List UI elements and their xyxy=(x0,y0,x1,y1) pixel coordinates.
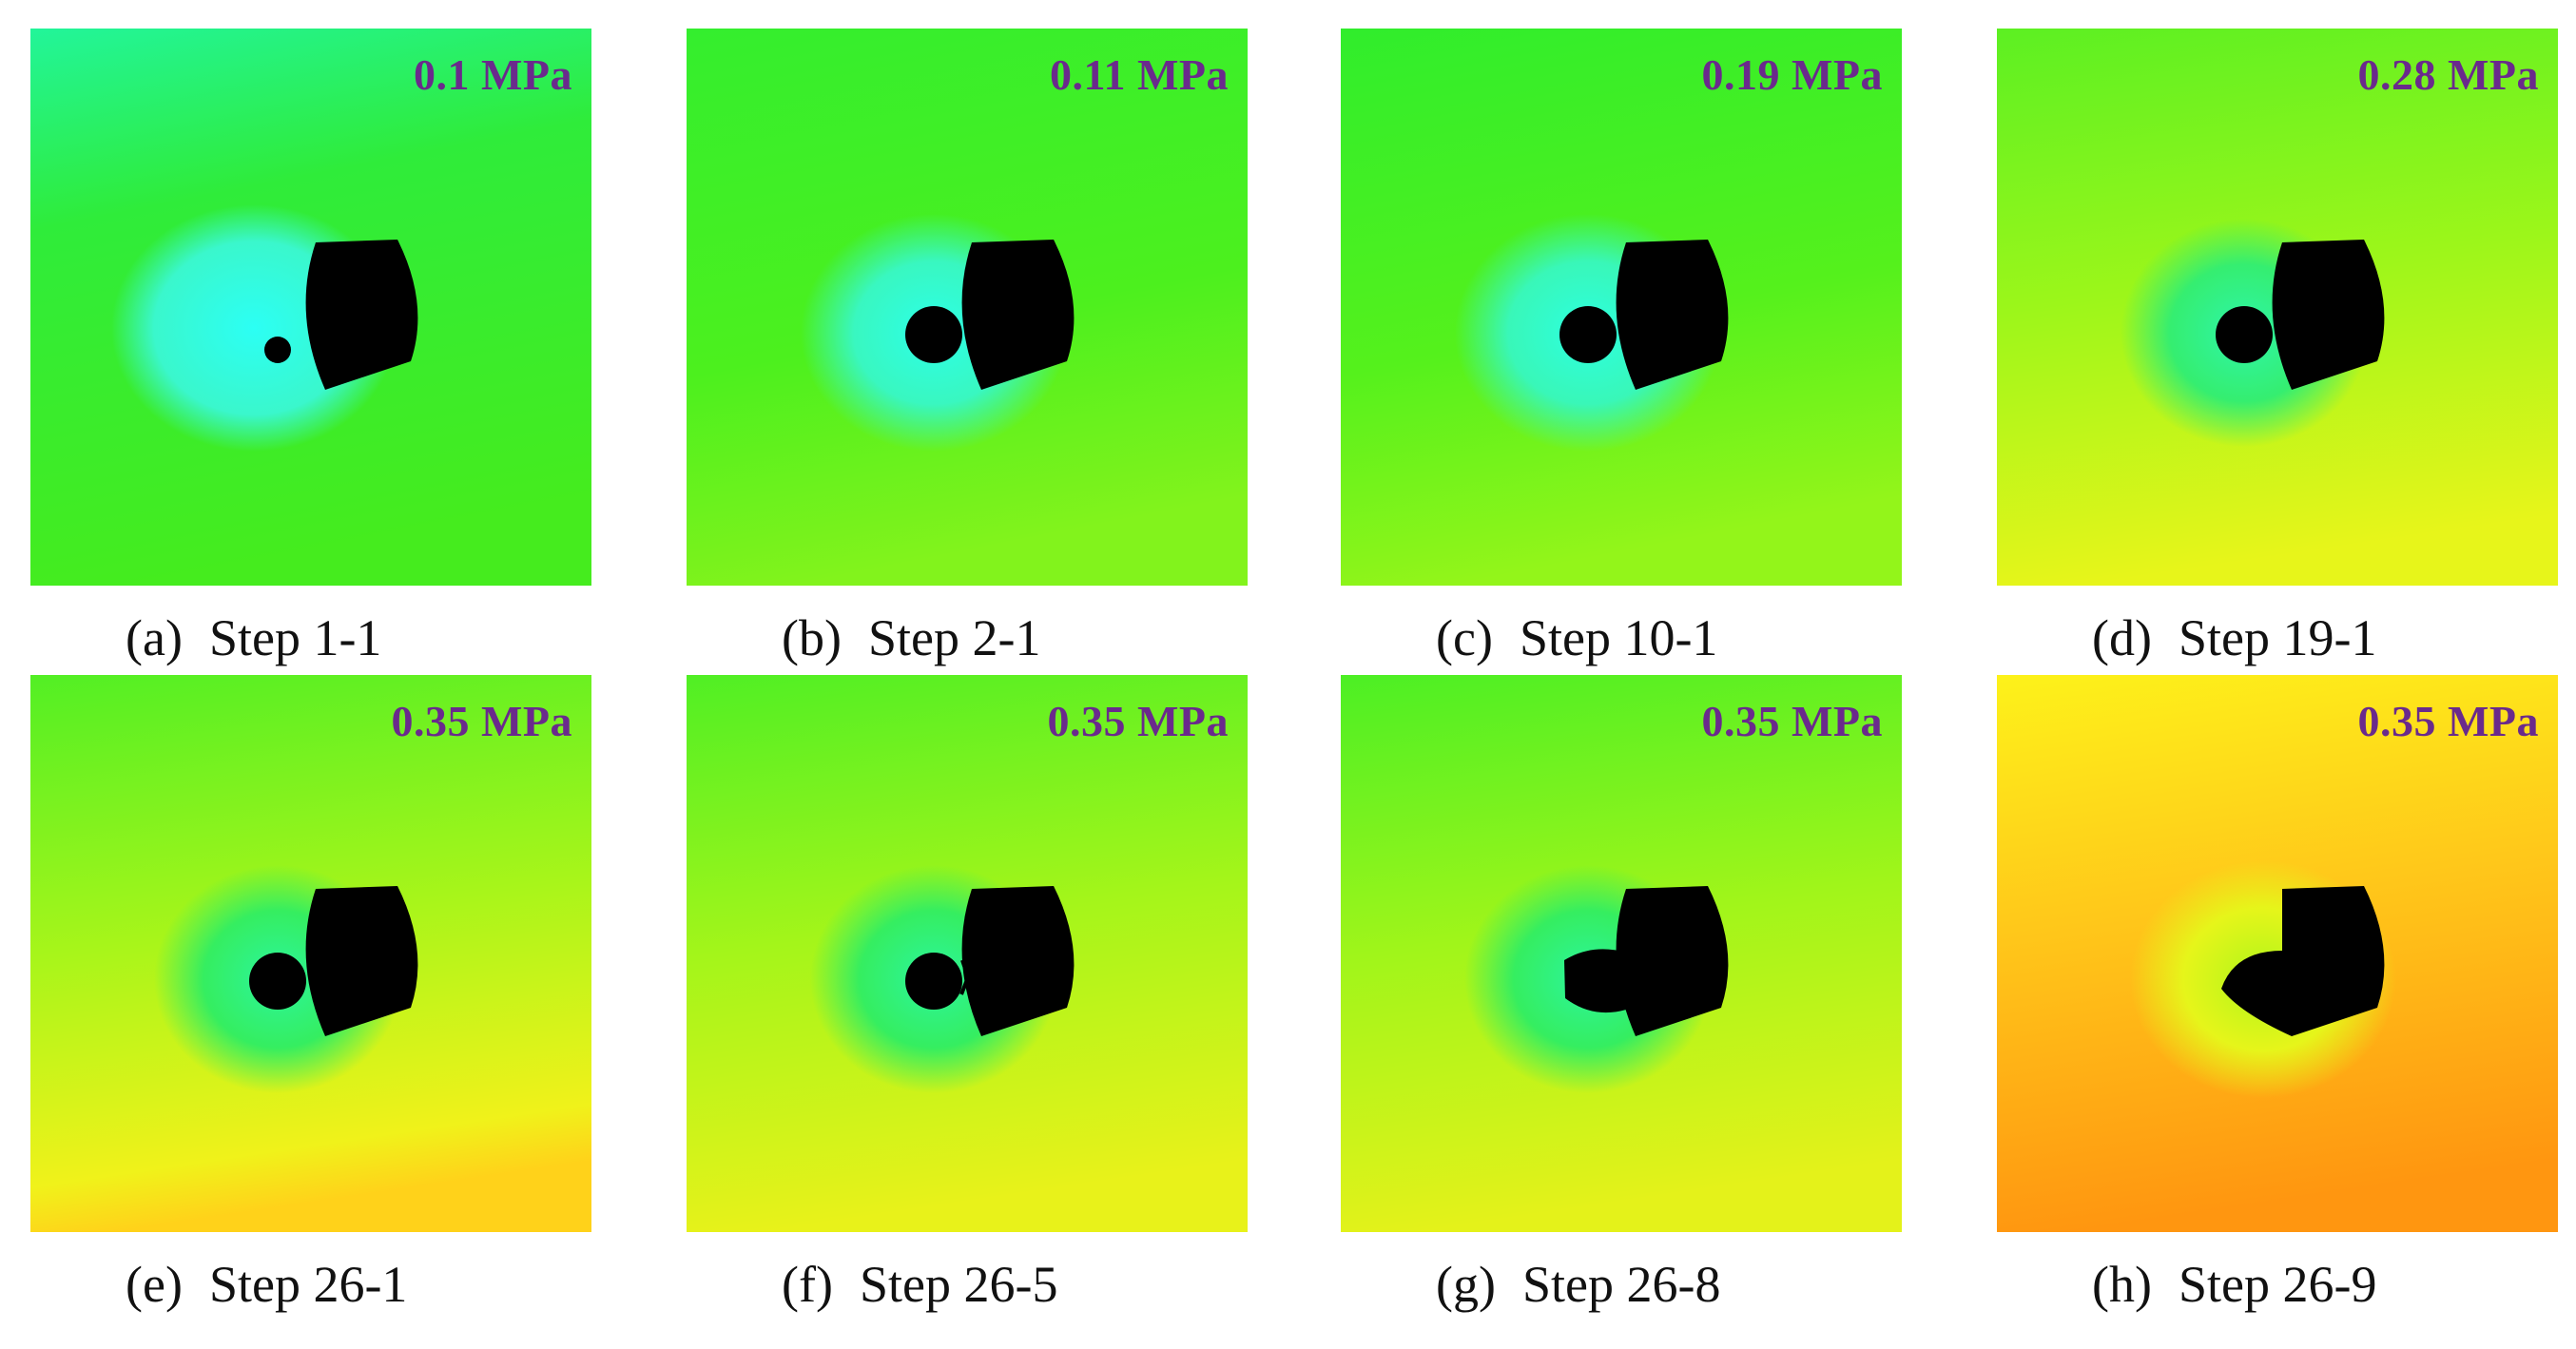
pressure-label: 0.1 MPa xyxy=(413,50,572,99)
pressure-label: 0.11 MPa xyxy=(1050,50,1229,99)
simulation-image: 0.11 MPa xyxy=(687,29,1248,586)
simulation-image: 0.35 MPa xyxy=(687,675,1248,1232)
panel-letter: (e) xyxy=(126,1256,183,1313)
panel-caption: (f) Step 26-5 xyxy=(687,1255,1248,1314)
panel-caption: (c) Step 10-1 xyxy=(1341,608,1902,667)
panel-letter: (g) xyxy=(1436,1256,1496,1313)
step-label: Step 2-1 xyxy=(867,609,1041,666)
panel-letter: (d) xyxy=(2092,609,2152,666)
simulation-image: 0.28 MPa xyxy=(1997,29,2558,586)
panel-letter: (f) xyxy=(782,1256,833,1313)
step-label: Step 26-9 xyxy=(2178,1256,2377,1313)
panel-caption: (d) Step 19-1 xyxy=(1997,608,2558,667)
pressure-label: 0.35 MPa xyxy=(2357,697,2539,745)
pressure-label: 0.28 MPa xyxy=(2357,50,2539,99)
step-label: Step 1-1 xyxy=(208,609,382,666)
simulation-image: 0.35 MPa xyxy=(1341,675,1902,1232)
panel-caption: (g) Step 26-8 xyxy=(1341,1255,1902,1314)
panel-caption: (a) Step 1-1 xyxy=(30,608,591,667)
panel-caption: (h) Step 26-9 xyxy=(1997,1255,2558,1314)
panel-caption: (e) Step 26-1 xyxy=(30,1255,591,1314)
step-label: Step 26-8 xyxy=(1521,1256,1721,1313)
pressure-label: 0.19 MPa xyxy=(1701,50,1883,99)
step-label: Step 26-5 xyxy=(859,1256,1058,1313)
step-label: Step 26-1 xyxy=(208,1256,408,1313)
simulation-image: 0.1 MPa xyxy=(30,29,591,586)
panel-caption: (b) Step 2-1 xyxy=(687,608,1248,667)
simulation-image: 0.35 MPa xyxy=(1997,675,2558,1232)
pressure-label: 0.35 MPa xyxy=(1701,697,1883,745)
panel-letter: (c) xyxy=(1436,609,1493,666)
pressure-label: 0.35 MPa xyxy=(391,697,572,745)
panel-letter: (b) xyxy=(782,609,842,666)
step-label: Step 10-1 xyxy=(1519,609,1718,666)
step-label: Step 19-1 xyxy=(2178,609,2377,666)
simulation-image: 0.35 MPa xyxy=(30,675,591,1232)
panel-letter: (a) xyxy=(126,609,183,666)
simulation-image: 0.19 MPa xyxy=(1341,29,1902,586)
pressure-label: 0.35 MPa xyxy=(1047,697,1229,745)
panel-letter: (h) xyxy=(2092,1256,2152,1313)
